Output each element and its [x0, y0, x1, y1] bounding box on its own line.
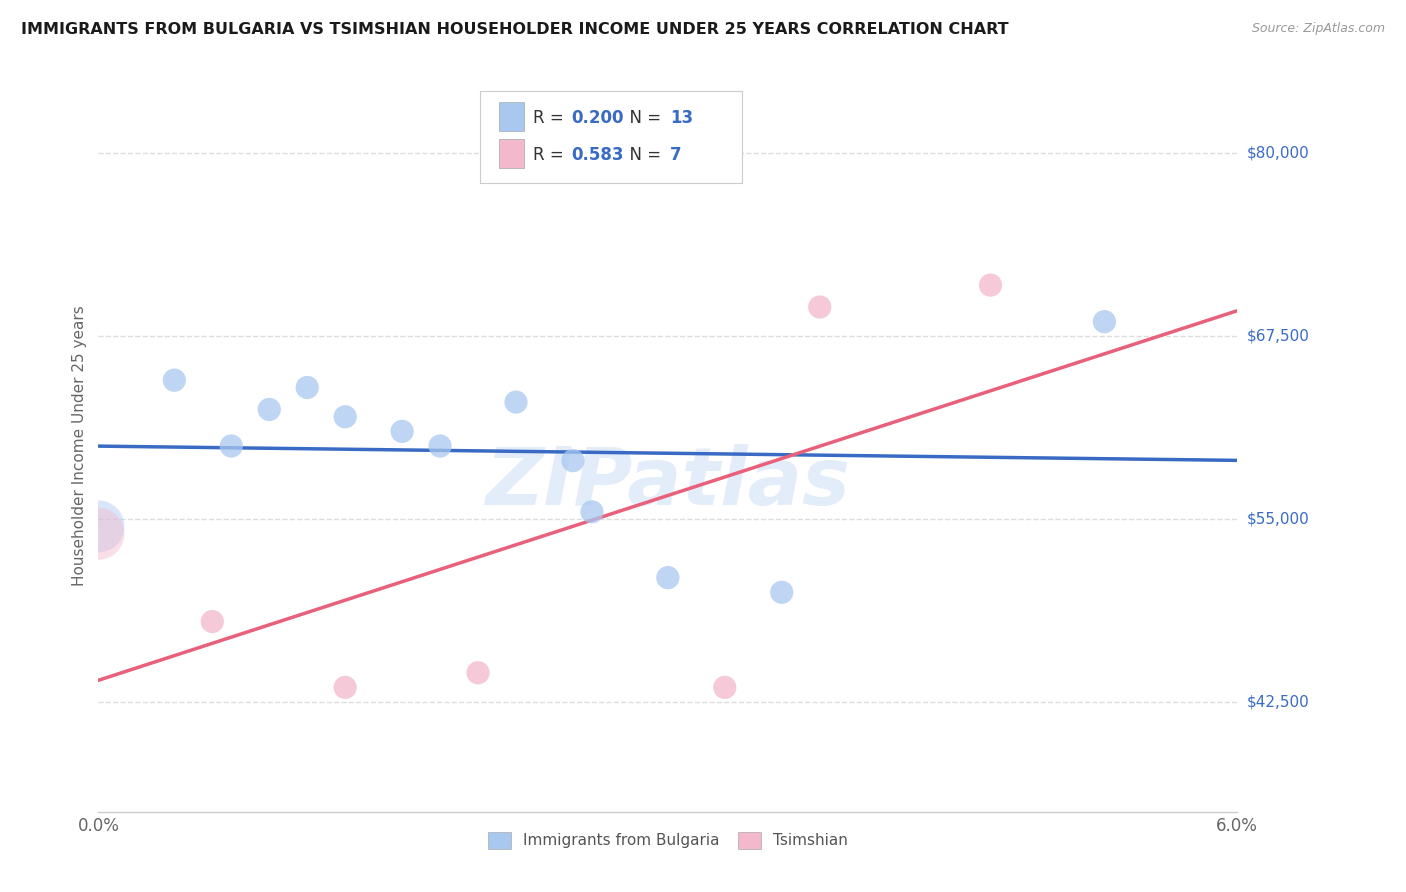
Point — [467, 665, 489, 680]
Point — [562, 453, 585, 467]
Point — [980, 278, 1002, 293]
Point — [1094, 315, 1116, 329]
Y-axis label: Householder Income Under 25 years: Householder Income Under 25 years — [72, 306, 87, 586]
Text: N =: N = — [619, 110, 666, 128]
Text: 0.583: 0.583 — [571, 146, 623, 164]
Point — [87, 526, 110, 541]
Bar — [499, 103, 524, 131]
Point — [87, 519, 110, 533]
Text: N =: N = — [619, 146, 666, 164]
Text: $42,500: $42,500 — [1247, 695, 1309, 709]
Text: IMMIGRANTS FROM BULGARIA VS TSIMSHIAN HOUSEHOLDER INCOME UNDER 25 YEARS CORRELAT: IMMIGRANTS FROM BULGARIA VS TSIMSHIAN HO… — [21, 22, 1008, 37]
Text: R =: R = — [533, 110, 569, 128]
Text: 7: 7 — [671, 146, 682, 164]
Text: $55,000: $55,000 — [1247, 512, 1309, 526]
Legend: Immigrants from Bulgaria, Tsimshian: Immigrants from Bulgaria, Tsimshian — [482, 825, 853, 855]
Text: $80,000: $80,000 — [1247, 146, 1309, 161]
Bar — [499, 139, 524, 168]
Point — [335, 681, 357, 695]
Point — [770, 585, 793, 599]
Point — [714, 681, 737, 695]
Text: Source: ZipAtlas.com: Source: ZipAtlas.com — [1251, 22, 1385, 36]
Point — [581, 505, 603, 519]
Point — [297, 380, 319, 394]
Point — [808, 300, 831, 314]
FancyBboxPatch shape — [479, 91, 742, 183]
Text: ZIPatlas: ZIPatlas — [485, 443, 851, 522]
Text: 13: 13 — [671, 110, 693, 128]
Point — [201, 615, 224, 629]
Point — [657, 571, 679, 585]
Text: 0.200: 0.200 — [571, 110, 623, 128]
Point — [429, 439, 451, 453]
Text: $67,500: $67,500 — [1247, 329, 1309, 343]
Point — [335, 409, 357, 424]
Point — [221, 439, 243, 453]
Text: R =: R = — [533, 146, 569, 164]
Point — [505, 395, 527, 409]
Point — [391, 425, 413, 439]
Point — [259, 402, 281, 417]
Point — [163, 373, 186, 387]
